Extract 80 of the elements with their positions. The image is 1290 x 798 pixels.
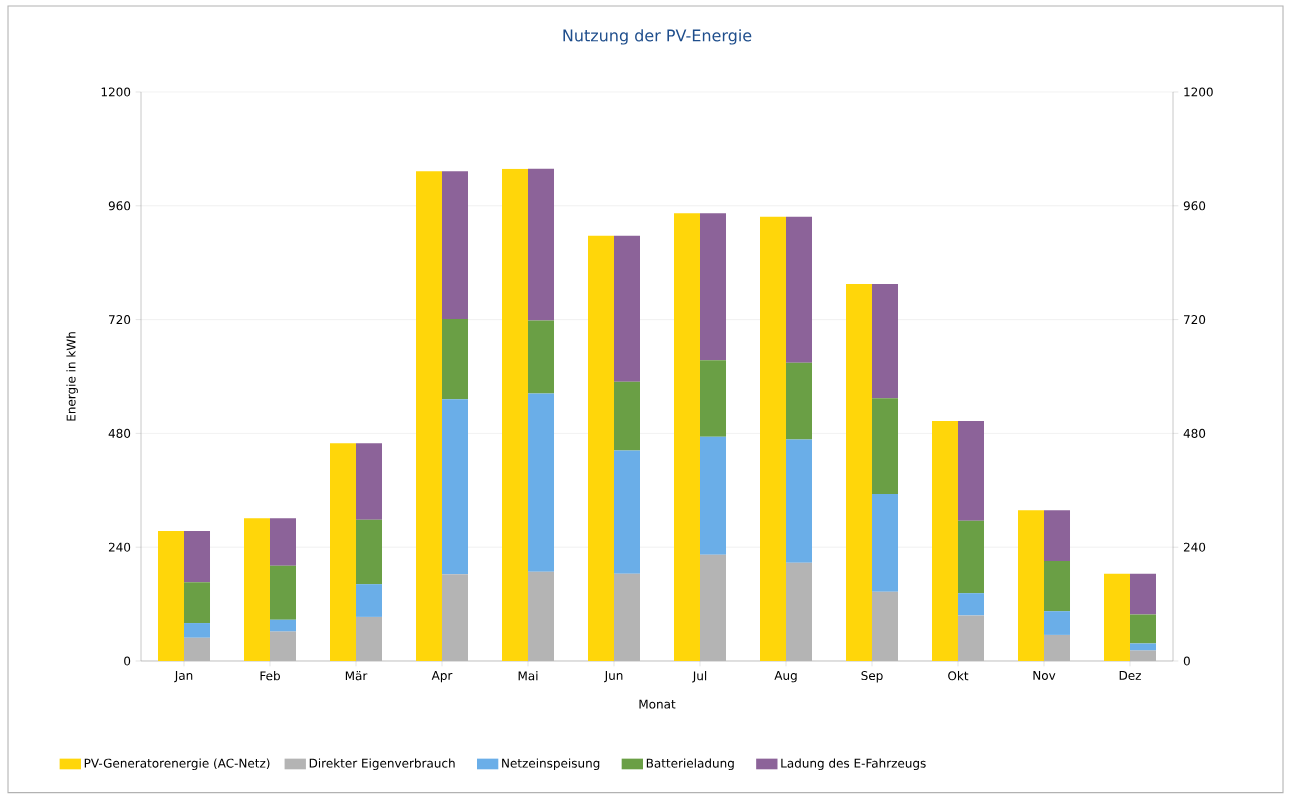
bar — [872, 398, 898, 495]
bar — [786, 216, 812, 363]
y-tick-label: 0 — [1183, 656, 1190, 666]
bar — [356, 616, 383, 661]
y-tick-label: 720 — [109, 315, 131, 325]
bar — [270, 619, 296, 632]
bar — [1044, 611, 1070, 635]
y-tick-label: 960 — [108, 201, 131, 211]
legend-label: PV-Generatorenergie (AC-Netz) — [84, 758, 270, 771]
bar — [442, 319, 468, 400]
bar — [1104, 573, 1130, 661]
bar — [1018, 510, 1044, 661]
bar — [184, 637, 211, 661]
bar — [502, 168, 528, 661]
legend-label: Batterieladung — [646, 758, 734, 771]
y-tick-label: 720 — [1184, 315, 1206, 325]
bar — [958, 615, 984, 661]
x-tick-label: Jan — [174, 671, 193, 683]
bar — [932, 421, 958, 661]
bar — [442, 574, 468, 661]
bar — [872, 494, 898, 592]
x-tick-label: Apr — [431, 671, 453, 683]
y-tick-label: 0 — [124, 656, 131, 666]
bar — [614, 573, 640, 661]
x-axis-title: Monat — [639, 699, 676, 709]
bar — [846, 284, 872, 661]
bar — [1130, 643, 1156, 651]
x-tick-label: Jul — [692, 671, 707, 683]
bar — [958, 593, 984, 616]
chart-title: Nutzung der PV-Energie — [563, 29, 752, 45]
bar — [356, 584, 383, 617]
bar — [416, 171, 443, 661]
y-axis-title: Energie in kWh — [66, 332, 78, 421]
y-tick-label: 1200 — [101, 87, 131, 97]
bar — [872, 284, 898, 399]
legend-label: Ladung des E-Fahrzeugs — [781, 758, 926, 771]
bar — [872, 591, 898, 661]
x-tick-label: Feb — [260, 671, 280, 681]
bar — [700, 554, 727, 661]
x-tick-label: Jun — [604, 671, 623, 683]
x-tick-label: Mär — [345, 671, 368, 681]
bar — [356, 519, 383, 585]
y-tick-label: 240 — [108, 542, 131, 552]
bar — [330, 443, 356, 661]
x-tick-label: Sep — [861, 671, 883, 683]
x-tick-label: Dez — [1119, 671, 1141, 680]
y-tick-label: 1200 — [1184, 87, 1213, 97]
x-tick-label: Okt — [948, 671, 969, 681]
legend-label: Direkter Eigenverbrauch — [309, 758, 455, 771]
y-tick-label: 480 — [1183, 428, 1206, 438]
bar — [1044, 634, 1070, 661]
bar — [700, 436, 727, 555]
bar — [958, 520, 984, 594]
bar — [528, 571, 555, 661]
bar — [1130, 650, 1156, 661]
bar — [528, 320, 555, 394]
bar — [588, 235, 614, 661]
bar — [270, 631, 296, 661]
x-tick-label: Mai — [518, 671, 538, 681]
bar — [442, 171, 468, 320]
bar — [244, 518, 271, 661]
bar — [786, 362, 812, 440]
bar — [184, 582, 211, 624]
bar — [158, 531, 184, 661]
bar — [184, 623, 211, 638]
x-tick-label: Nov — [1033, 671, 1056, 680]
bar — [786, 562, 812, 661]
bar — [760, 216, 786, 661]
y-tick-label: 960 — [1183, 201, 1206, 211]
legend-label: Netzeinspeisung — [502, 758, 600, 771]
bar — [700, 360, 727, 437]
x-tick-label: Aug — [774, 671, 797, 683]
bar — [614, 450, 640, 574]
bar — [786, 439, 812, 563]
y-tick-label: 240 — [1183, 542, 1206, 552]
y-tick-label: 480 — [108, 428, 131, 438]
bar — [528, 168, 555, 321]
bar — [700, 213, 727, 361]
bar — [674, 213, 700, 661]
bar — [614, 381, 640, 451]
